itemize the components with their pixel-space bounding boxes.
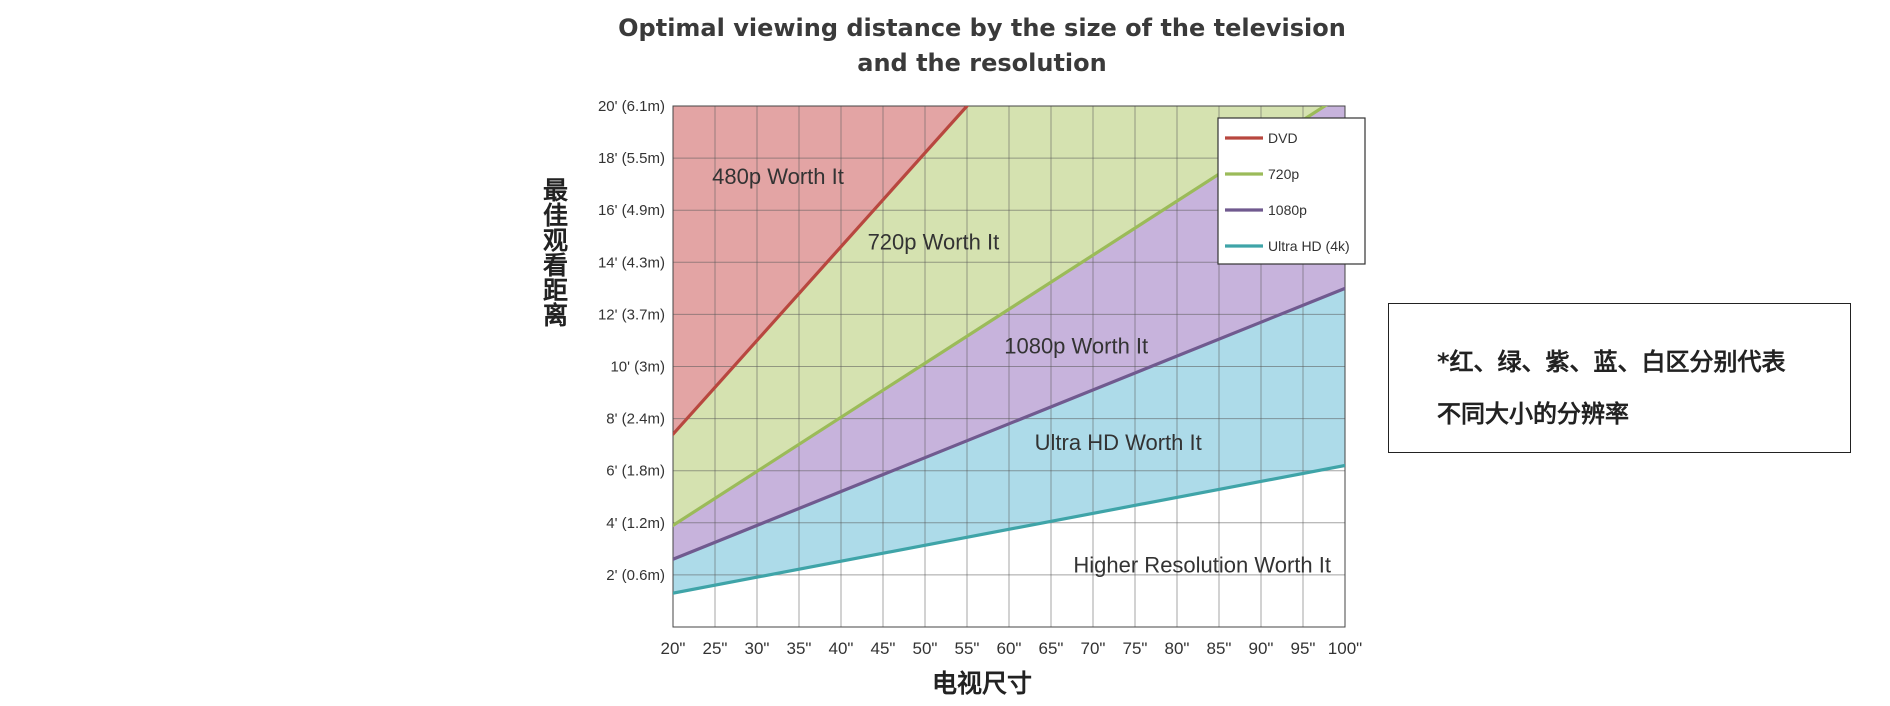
- note-line-1: *红、绿、紫、蓝、白区分别代表: [1437, 348, 1786, 376]
- x-tick-label: 80": [1165, 639, 1190, 658]
- y-tick-label: 10' (3m): [610, 359, 665, 376]
- x-tick-label: 85": [1207, 639, 1232, 658]
- x-tick-label: 35": [787, 639, 812, 658]
- note-line-2: 不同大小的分辨率: [1437, 400, 1629, 428]
- x-tick-label: 50": [913, 639, 938, 658]
- chart-title-line-2: and the resolution: [857, 49, 1106, 77]
- region-label: Ultra HD Worth It: [1035, 430, 1202, 455]
- x-tick-label: 55": [955, 639, 980, 658]
- legend-entry: 1080p: [1268, 202, 1307, 218]
- y-tick-label: 14' (4.3m): [598, 254, 665, 271]
- legend-entry: DVD: [1268, 130, 1298, 146]
- legend-entry: Ultra HD (4k): [1268, 238, 1350, 254]
- series-line: [673, 106, 969, 436]
- x-tick-label: 95": [1291, 639, 1316, 658]
- series-line: [673, 286, 1345, 561]
- y-tick-label: 12' (3.7m): [598, 306, 665, 323]
- y-axis-label: 最佳观看距离: [540, 177, 569, 327]
- y-tick-label: 18' (5.5m): [598, 150, 665, 167]
- legend: DVD 720p 1080p Ultra HD (4k): [1217, 117, 1366, 265]
- x-tick-label: 20": [661, 639, 686, 658]
- region-label: 480p Worth It: [712, 164, 844, 189]
- x-axis-label: 电视尺寸: [932, 669, 1032, 698]
- note-box: *红、绿、紫、蓝、白区分别代表 不同大小的分辨率: [1388, 303, 1851, 453]
- x-tick-label: 60": [997, 639, 1022, 658]
- x-tick-label: 90": [1249, 639, 1274, 658]
- x-tick-label: 25": [703, 639, 728, 658]
- y-tick-label: 2' (0.6m): [606, 567, 665, 584]
- x-tick-label: 75": [1123, 639, 1148, 658]
- region-label: 720p Worth It: [868, 229, 1000, 254]
- y-tick-label: 20' (6.1m): [598, 98, 665, 115]
- x-tick-label: 45": [871, 639, 896, 658]
- x-tick-label: 65": [1039, 639, 1064, 658]
- x-tick-label: 100": [1328, 639, 1362, 658]
- y-tick-label: 4' (1.2m): [606, 515, 665, 532]
- y-tick-label: 6' (1.8m): [606, 463, 665, 480]
- legend-entry: 720p: [1268, 166, 1299, 182]
- legend-box: [1217, 117, 1366, 265]
- y-tick-label: 8' (2.4m): [606, 411, 665, 428]
- series-line: [673, 463, 1345, 595]
- y-tick-label: 16' (4.9m): [598, 202, 665, 219]
- x-tick-label: 70": [1081, 639, 1106, 658]
- plot-border: [672, 105, 1346, 628]
- chart-title-line-1: Optimal viewing distance by the size of …: [618, 14, 1346, 42]
- region-label: 1080p Worth It: [1004, 333, 1148, 358]
- x-tick-label: 40": [829, 639, 854, 658]
- region-label: Higher Resolution Worth It: [1073, 552, 1331, 577]
- x-tick-label: 30": [745, 639, 770, 658]
- plot-area: 2' (0.6m) 4' (1.2m) 6' (1.8m) 8' (2.4m) 10' …: [598, 98, 1362, 658]
